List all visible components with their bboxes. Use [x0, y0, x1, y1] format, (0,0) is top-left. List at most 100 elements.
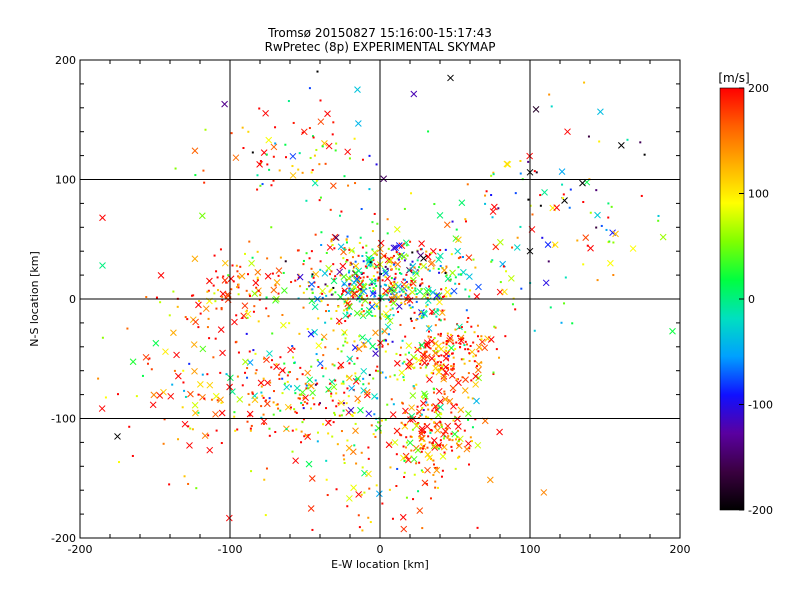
data-point: [417, 266, 420, 269]
data-point: [412, 498, 415, 501]
data-point-x: [444, 275, 452, 283]
data-point: [400, 272, 403, 275]
data-point: [311, 169, 314, 172]
data-point: [384, 350, 387, 353]
data-point: [177, 438, 180, 441]
data-point: [428, 294, 431, 297]
data-point: [294, 410, 297, 413]
data-point-x: [344, 148, 352, 156]
data-point: [420, 450, 423, 453]
data-point: [186, 318, 189, 321]
data-point: [608, 240, 611, 243]
data-point-x: [321, 270, 329, 277]
data-point-x: [424, 297, 432, 304]
data-point-x: [398, 242, 406, 250]
data-point: [511, 246, 514, 249]
data-point: [345, 260, 348, 263]
data-point: [321, 366, 324, 369]
data-point-x: [435, 342, 443, 350]
data-point: [484, 202, 487, 205]
data-point: [375, 285, 378, 288]
data-point-x: [597, 108, 604, 116]
data-point: [436, 350, 439, 353]
data-point-x: [156, 392, 164, 399]
data-point: [514, 192, 517, 195]
data-point-x: [345, 274, 353, 282]
data-point: [368, 373, 371, 376]
data-point: [468, 359, 471, 362]
data-point-x: [191, 255, 199, 263]
data-point: [531, 213, 534, 216]
data-point: [399, 272, 402, 275]
data-point-x: [192, 318, 199, 326]
data-point-x: [437, 398, 444, 405]
data-point-x: [308, 280, 315, 288]
data-point: [390, 260, 393, 263]
data-point-x: [382, 269, 390, 277]
data-point: [607, 202, 610, 205]
data-point: [434, 425, 437, 428]
data-point: [363, 345, 366, 348]
data-point: [381, 502, 384, 505]
data-point: [464, 331, 467, 334]
data-point: [539, 194, 542, 197]
data-point-x: [541, 189, 548, 196]
data-point: [372, 265, 375, 268]
data-point: [350, 263, 353, 266]
data-point: [262, 423, 265, 426]
data-point: [319, 196, 322, 199]
data-point: [458, 326, 461, 329]
data-point: [173, 369, 176, 372]
data-point-x: [217, 396, 224, 404]
data-point: [492, 373, 495, 376]
data-point-x: [389, 411, 397, 418]
data-point: [306, 327, 309, 330]
data-point-x: [486, 476, 494, 484]
data-point-x: [251, 290, 259, 297]
data-point: [369, 261, 372, 264]
data-point-x: [418, 341, 426, 349]
data-point-x: [202, 305, 210, 313]
data-point: [419, 263, 422, 266]
data-point: [302, 306, 305, 309]
data-point-x: [218, 409, 226, 417]
data-point: [305, 288, 308, 291]
data-point: [331, 243, 334, 246]
data-point: [376, 271, 379, 274]
data-point: [245, 332, 248, 335]
data-point: [421, 447, 424, 450]
data-point: [405, 273, 408, 276]
data-point: [439, 444, 442, 447]
data-point: [184, 316, 187, 319]
data-point: [402, 290, 405, 293]
data-point: [347, 184, 350, 187]
data-point: [251, 256, 254, 259]
data-point: [432, 267, 435, 270]
data-point: [370, 260, 373, 263]
data-point-x: [129, 358, 137, 366]
data-point-x: [181, 420, 189, 428]
data-point: [403, 459, 406, 462]
data-point: [420, 248, 423, 251]
data-point: [419, 343, 422, 346]
data-point: [448, 438, 451, 441]
data-point: [331, 435, 334, 438]
data-point-x: [410, 455, 418, 463]
data-point: [369, 265, 372, 268]
data-point: [403, 259, 406, 262]
data-point-x: [98, 405, 106, 412]
data-point: [282, 271, 285, 274]
data-point: [460, 338, 463, 341]
data-point: [357, 279, 360, 282]
data-point: [329, 382, 332, 385]
data-point-x: [436, 298, 443, 306]
data-point: [248, 403, 251, 406]
data-point: [360, 208, 363, 211]
data-point: [265, 153, 268, 156]
data-point: [413, 327, 416, 330]
data-point: [374, 315, 377, 318]
data-point: [274, 284, 277, 287]
data-point-x: [287, 346, 294, 354]
data-point: [445, 274, 448, 277]
data-point-x: [381, 327, 389, 335]
